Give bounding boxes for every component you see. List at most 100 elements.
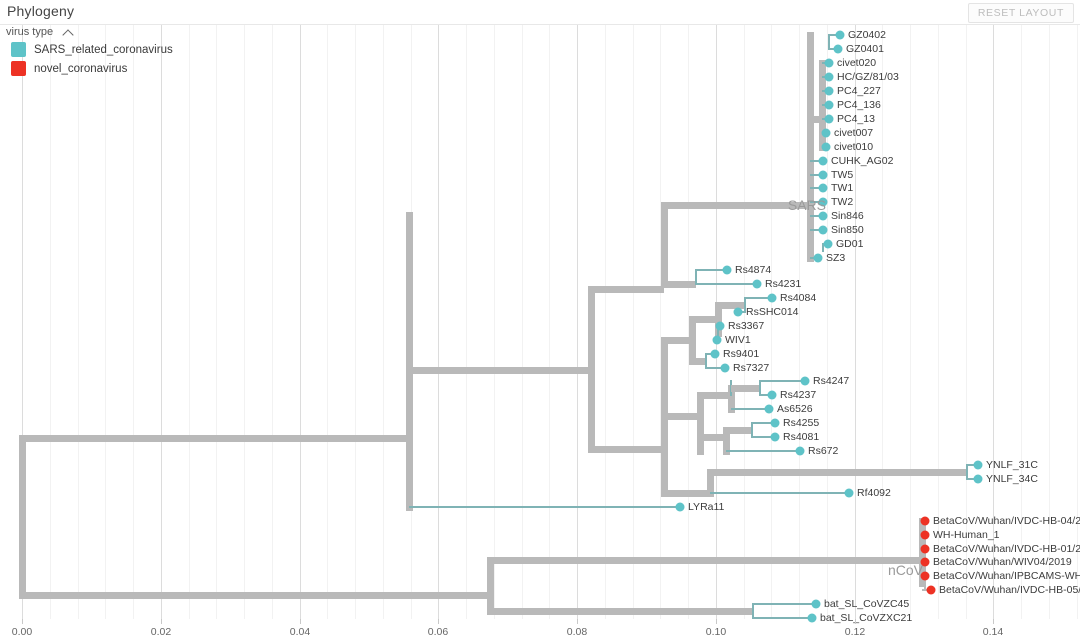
gridline	[1021, 24, 1022, 619]
tree-tip-node[interactable]	[795, 446, 805, 456]
tree-tip-node[interactable]	[733, 307, 743, 317]
reset-layout-button[interactable]: RESET LAYOUT	[967, 3, 1074, 23]
tree-tip-label[interactable]: BetaCoV/Wuhan/IVDC-HB-05/2019	[939, 584, 1080, 596]
tree-tip-label[interactable]: WIV1	[725, 334, 751, 346]
tree-tip-node[interactable]	[770, 418, 780, 428]
tree-tip-label[interactable]: Rs672	[808, 445, 839, 457]
tree-tip-label[interactable]: YNLF_34C	[986, 473, 1038, 485]
tree-tip-label[interactable]: TW1	[831, 182, 854, 194]
tree-tip-node[interactable]	[818, 183, 828, 193]
tree-tip-node[interactable]	[752, 279, 762, 289]
tree-tip-node[interactable]	[720, 363, 730, 373]
gridline	[355, 24, 356, 619]
tree-tip-label[interactable]: BetaCoV/Wuhan/IVDC-HB-01/2019	[933, 543, 1080, 555]
tree-tip-label[interactable]: HC/GZ/81/03	[837, 71, 899, 83]
legend-item-sars[interactable]: SARS_related_coronavirus	[6, 42, 173, 57]
tree-tip-label[interactable]: PC4_136	[837, 99, 881, 111]
tree-tip-node[interactable]	[920, 557, 930, 567]
tree-tip-node[interactable]	[823, 239, 833, 249]
tree-tip-label[interactable]: civet007	[834, 127, 874, 139]
tree-tip-node[interactable]	[818, 211, 828, 221]
tree-tip-node[interactable]	[835, 30, 845, 40]
chevron-up-icon[interactable]	[63, 27, 74, 38]
tree-tip-node[interactable]	[824, 72, 834, 82]
tree-tip-label[interactable]: civet020	[837, 57, 877, 69]
tree-tip-label[interactable]: Sin850	[831, 224, 864, 236]
tree-tip-label[interactable]: TW5	[831, 169, 854, 181]
tree-tip-label[interactable]: TW2	[831, 196, 854, 208]
tree-tip-label[interactable]: PC4_13	[837, 113, 875, 125]
tree-tip-label[interactable]: GD01	[836, 238, 864, 250]
branch-horizontal	[664, 280, 696, 288]
tree-tip-node[interactable]	[973, 474, 983, 484]
tree-tip-label[interactable]: LYRa11	[688, 501, 725, 513]
tree-tip-label[interactable]: CUHK_AG02	[831, 155, 894, 167]
tree-tip-node[interactable]	[824, 114, 834, 124]
tree-tip-node[interactable]	[818, 156, 828, 166]
tree-tip-node[interactable]	[710, 349, 720, 359]
gridline	[633, 24, 634, 619]
tree-tip-node[interactable]	[764, 404, 774, 414]
legend-item-ncov[interactable]: novel_coronavirus	[6, 61, 173, 76]
tree-tip-node[interactable]	[920, 571, 930, 581]
tree-tip-node[interactable]	[807, 613, 817, 623]
branch-horizontal	[706, 366, 725, 370]
tree-tip-node[interactable]	[712, 335, 722, 345]
tree-tip-label[interactable]: bat_SL_CoVZXC21	[820, 612, 913, 624]
tree-tip-label[interactable]: Rs4247	[813, 375, 850, 387]
tree-tip-label[interactable]: Rs4255	[783, 417, 820, 429]
tree-tip-node[interactable]	[920, 530, 930, 540]
tree-tip-node[interactable]	[818, 197, 828, 207]
tree-tip-node[interactable]	[811, 599, 821, 609]
tree-tip-label[interactable]: Rs9401	[723, 348, 760, 360]
tree-tip-node[interactable]	[926, 585, 936, 595]
tree-tip-label[interactable]: Rf4092	[857, 487, 891, 499]
tree-tip-node[interactable]	[973, 460, 983, 470]
tree-tip-node[interactable]	[833, 44, 843, 54]
tree-tip-node[interactable]	[715, 321, 725, 331]
tree-tip-node[interactable]	[770, 432, 780, 442]
tree-tip-label[interactable]: SZ3	[826, 252, 846, 264]
tree-tip-label[interactable]: Rs4084	[780, 292, 817, 304]
tree-tip-label[interactable]: As6526	[777, 403, 813, 415]
tree-tip-node[interactable]	[675, 502, 685, 512]
tree-tip-node[interactable]	[844, 488, 854, 498]
tree-tip-node[interactable]	[800, 376, 810, 386]
tree-tip-label[interactable]: BetaCoV/Wuhan/IPBCAMS-WH-01/2	[933, 570, 1080, 582]
tree-tip-node[interactable]	[722, 265, 732, 275]
tree-tip-node[interactable]	[821, 142, 831, 152]
tree-tip-label[interactable]: GZ0402	[848, 29, 886, 41]
tree-tip-label[interactable]: BetaCoV/Wuhan/IVDC-HB-04/2020	[933, 515, 1080, 527]
tree-tip-node[interactable]	[824, 58, 834, 68]
tree-tip-label[interactable]: Rs7327	[733, 362, 770, 374]
tree-tip-label[interactable]: civet010	[834, 141, 874, 153]
gridline	[660, 24, 661, 619]
tree-tip-node[interactable]	[824, 100, 834, 110]
tree-tip-node[interactable]	[767, 390, 777, 400]
tree-tip-node[interactable]	[920, 516, 930, 526]
tree-tip-label[interactable]: GZ0401	[846, 43, 884, 55]
tree-tip-node[interactable]	[824, 86, 834, 96]
branch-vertical	[696, 391, 704, 455]
tree-tip-label[interactable]: PC4_227	[837, 85, 881, 97]
tree-tip-label[interactable]: Rs4231	[765, 278, 802, 290]
tree-tip-node[interactable]	[813, 253, 823, 263]
axis-tick-label: 0.06	[427, 626, 449, 638]
tree-tip-label[interactable]: Rs3367	[728, 320, 765, 332]
tree-tip-node[interactable]	[821, 128, 831, 138]
tree-tip-label[interactable]: RsSHC014	[746, 306, 799, 318]
tree-tip-node[interactable]	[920, 544, 930, 554]
tree-tip-label[interactable]: WH-Human_1	[933, 529, 1000, 541]
tree-tip-label[interactable]: YNLF_31C	[986, 459, 1038, 471]
tree-tip-label[interactable]: Rs4237	[780, 389, 817, 401]
tree-tip-node[interactable]	[818, 225, 828, 235]
gridline	[494, 24, 495, 619]
tree-tip-node[interactable]	[818, 170, 828, 180]
tree-tip-node[interactable]	[767, 293, 777, 303]
tree-tip-label[interactable]: BetaCoV/Wuhan/WIV04/2019	[933, 556, 1072, 568]
tree-tip-label[interactable]: Rs4874	[735, 264, 772, 276]
legend-header[interactable]: virus type	[6, 26, 173, 38]
tree-tip-label[interactable]: Sin846	[831, 210, 864, 222]
tree-tip-label[interactable]: bat_SL_CoVZC45	[824, 598, 910, 610]
tree-tip-label[interactable]: Rs4081	[783, 431, 820, 443]
